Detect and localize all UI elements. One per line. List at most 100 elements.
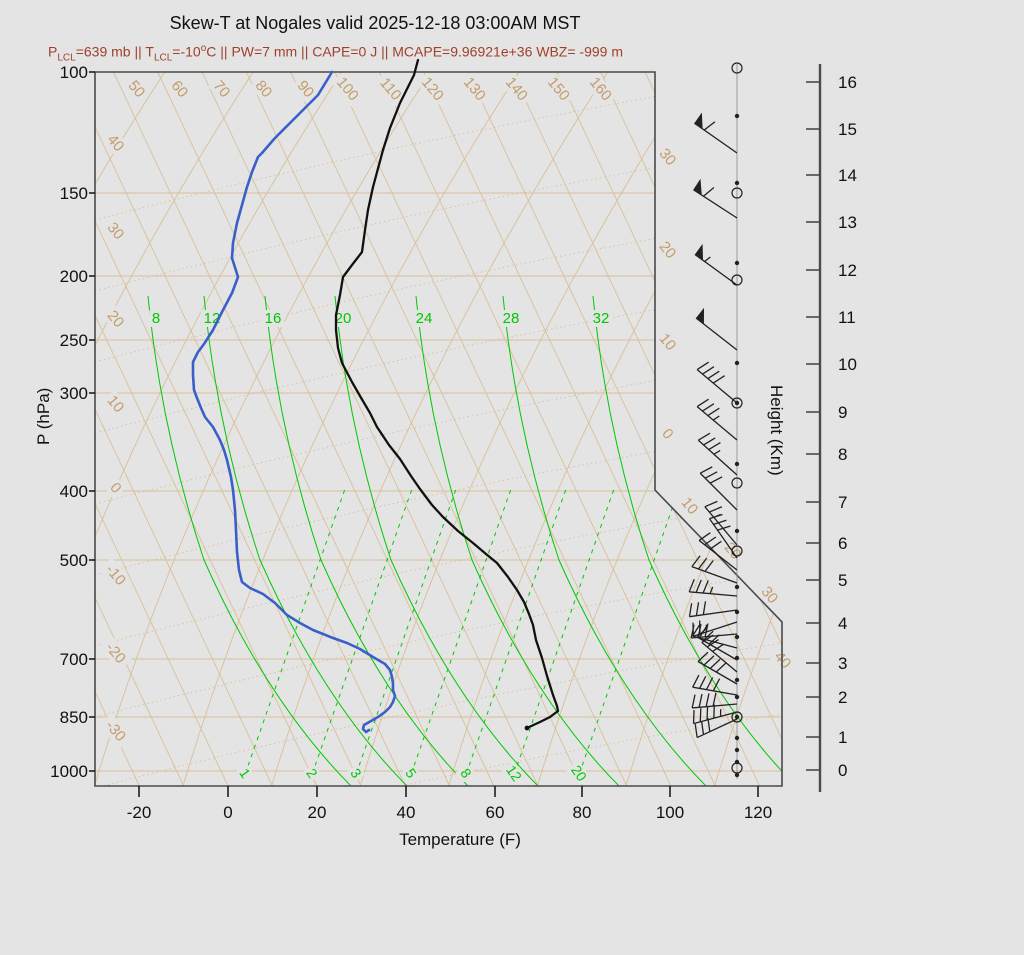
svg-text:10: 10	[656, 330, 680, 354]
dry-adiabat-line	[892, 72, 1024, 786]
isotherm-line	[25, 72, 361, 786]
svg-text:16: 16	[265, 310, 282, 327]
wind-level-dot	[735, 585, 739, 589]
svg-text:20: 20	[568, 762, 590, 784]
wind-barb	[694, 113, 737, 153]
wind-barb	[697, 399, 737, 440]
svg-text:50: 50	[125, 77, 149, 101]
isotherm-line	[335, 72, 671, 786]
wind-barb	[698, 433, 737, 475]
height-tick-label: 5	[838, 571, 847, 590]
wetbulb-theta-label: 8	[149, 310, 162, 327]
isotherm-label-left: 20	[102, 305, 130, 333]
wetbulb-theta-label: 24	[413, 310, 436, 327]
wind-level-dot	[735, 736, 739, 740]
height-tick-label: 12	[838, 261, 857, 280]
temperature-tick-label: -20	[127, 803, 152, 822]
isotherm-label-top: 50	[123, 75, 151, 103]
pressure-tick-label: 1000	[50, 762, 88, 781]
dry-adiabat-line	[980, 72, 1024, 786]
isotherm-line	[246, 72, 582, 786]
wind-level-dot	[735, 401, 739, 405]
chart-title: Skew-T at Nogales valid 2025-12-18 03:00…	[0, 13, 750, 34]
temperature-tick-label: 80	[573, 803, 592, 822]
wetbulb-theta-line	[503, 296, 706, 786]
height-tick-label: 1	[838, 728, 847, 747]
wind-barb	[689, 579, 737, 596]
isotherm-label-left: -10	[99, 557, 133, 592]
dry-adiabat-line	[715, 72, 1024, 786]
plot-frame	[95, 72, 782, 786]
isotherm-line	[0, 72, 139, 786]
pressure-tick-label: 250	[60, 331, 88, 350]
pressure-tick-label: 300	[60, 384, 88, 403]
isotherm-label-left: 10	[102, 390, 130, 418]
height-tick-label: 8	[838, 445, 847, 464]
wind-level-dot	[735, 715, 739, 719]
wind-barb	[697, 362, 737, 403]
svg-text:70: 70	[210, 77, 234, 101]
svg-text:60: 60	[168, 77, 192, 101]
dry-adiabat-line	[6, 72, 342, 786]
height-tick-label: 13	[838, 213, 857, 232]
isotherm-label-left: 0	[105, 478, 127, 499]
isotherm-label-right: 30	[756, 581, 784, 609]
wind-level-dot	[735, 181, 739, 185]
isotherm-label-top: 140	[500, 71, 534, 106]
height-axis-label: Height (Km)	[766, 385, 786, 476]
mixing-ratio-label: 8	[455, 764, 475, 784]
height-tick-label: 10	[838, 355, 857, 374]
temperature-tick-label: 20	[308, 803, 327, 822]
wind-barb	[695, 244, 737, 285]
isotherm-line	[114, 72, 450, 786]
isotherm-label-top: 80	[250, 75, 278, 103]
dry-adiabat-line	[537, 72, 873, 786]
isotherm-label-left: 40	[102, 129, 130, 157]
dry-adiabat-line	[0, 72, 165, 786]
dry-adiabat-line	[803, 72, 1024, 786]
isotherm-label-top: 110	[374, 71, 408, 106]
dry-adiabat-line	[183, 72, 519, 786]
isotherm-label-top: 60	[166, 75, 194, 103]
height-tick-label: 11	[838, 308, 856, 327]
isotherm-line	[69, 72, 405, 786]
mixing-ratio-label: 5	[400, 764, 420, 784]
height-tick-label: 15	[838, 120, 857, 139]
temperature-tick-label: 120	[744, 803, 772, 822]
svg-text:12: 12	[503, 762, 525, 784]
mixing-ratio-label: 12	[501, 760, 526, 787]
isotherm-label-top: 100	[331, 71, 365, 106]
pressure-tick-label: 200	[60, 267, 88, 286]
mixing-ratio-label: 20	[566, 760, 591, 787]
moist-adiabat-line	[95, 288, 782, 433]
pressure-axis-label: P (hPa)	[34, 388, 54, 445]
pressure-tick-label: 100	[60, 63, 88, 82]
isotherm-line	[291, 72, 627, 786]
isotherm-line	[0, 72, 184, 786]
isotherm-line	[158, 72, 494, 786]
svg-text:10: 10	[678, 494, 702, 518]
pressure-tick-label: 150	[60, 184, 88, 203]
wetbulb-theta-label: 32	[590, 310, 613, 327]
isotherm-line	[645, 72, 981, 786]
svg-text:20: 20	[104, 307, 128, 331]
isotherm-label-top: 130	[458, 71, 492, 106]
isotherm-label-right: 0	[657, 424, 679, 445]
mixing-ratio-label: 3	[345, 764, 365, 784]
wetbulb-theta-line	[335, 296, 538, 786]
wind-level-dot	[735, 748, 739, 752]
wind-barb	[693, 179, 737, 218]
wetbulb-theta-line	[416, 296, 619, 786]
pressure-tick-label: 500	[60, 551, 88, 570]
wetbulb-theta-label: 28	[500, 310, 523, 327]
wind-level-dot	[735, 261, 739, 265]
wind-level-dot	[735, 695, 739, 699]
mixing-ratio-line	[575, 490, 679, 786]
height-tick-label: 16	[838, 73, 857, 92]
svg-text:8: 8	[152, 310, 160, 327]
wind-level-dot	[735, 656, 739, 660]
svg-text:10: 10	[104, 392, 128, 416]
svg-text:40: 40	[104, 131, 128, 155]
